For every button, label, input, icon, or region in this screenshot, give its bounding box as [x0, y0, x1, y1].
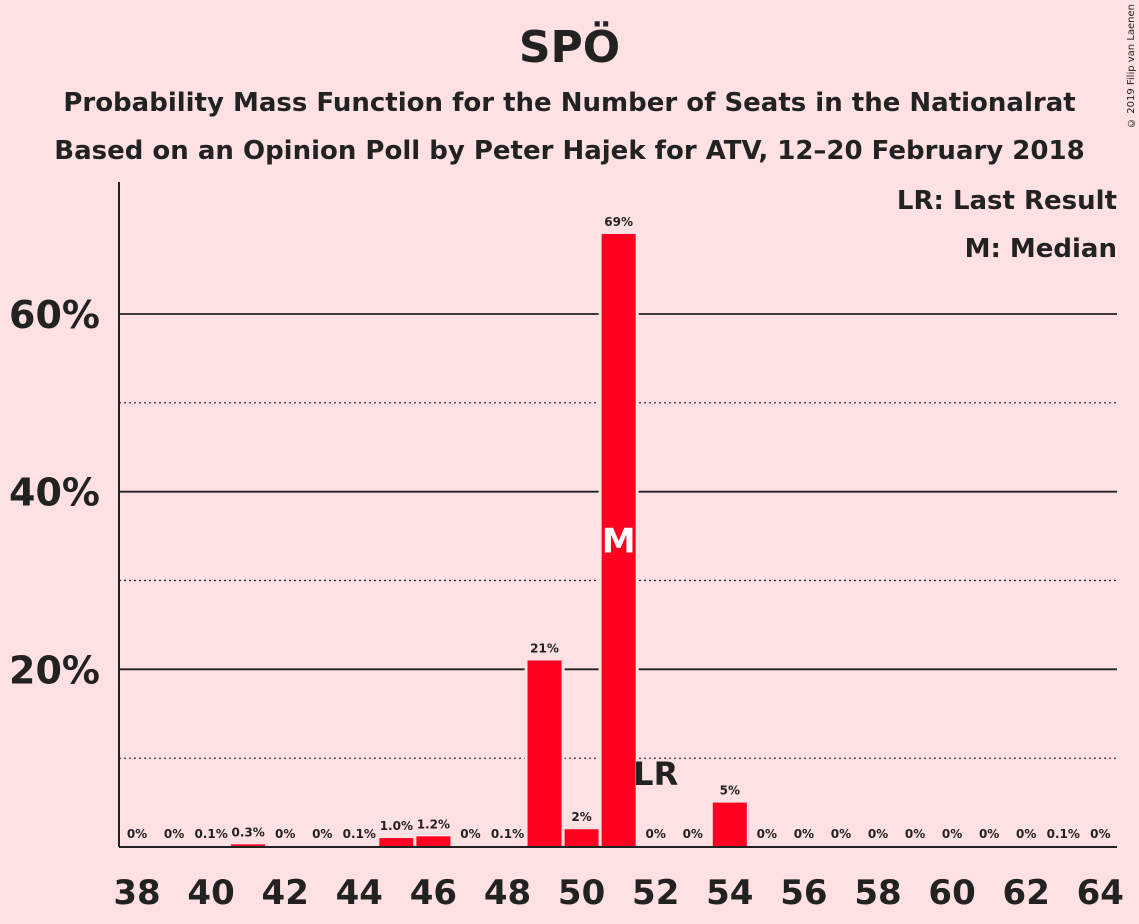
bar-label-53: 0% [683, 827, 703, 841]
x-tick-label: 58 [854, 873, 901, 913]
bar-label-39: 0% [164, 827, 184, 841]
bar-label-46: 1.2% [417, 817, 450, 831]
bar-label-59: 0% [905, 827, 925, 841]
bars [191, 231, 1084, 848]
bar-label-48: 0.1% [491, 827, 524, 841]
bar-label-55: 0% [757, 827, 777, 841]
bar-label-56: 0% [794, 827, 814, 841]
axis-ticks: 38 40 42 44 46 48 50 52 54 56 58 60 62 64 20% 40% 60% [9, 293, 1124, 913]
x-tick-label: 62 [1003, 873, 1050, 913]
bar-label-52: 0% [646, 827, 666, 841]
chart-subtitle-poll: Based on an Opinion Poll by Peter Hajek … [54, 136, 1085, 166]
bar-label-63: 0.1% [1047, 827, 1080, 841]
bar-51 [601, 234, 636, 848]
x-tick-label: 54 [706, 873, 753, 913]
chart-subtitle: Probability Mass Function for the Number… [63, 88, 1076, 118]
y-tick-label: 20% [9, 648, 100, 692]
x-tick-label: 50 [558, 873, 605, 913]
x-tick-label: 52 [632, 873, 679, 913]
bar-label-60: 0% [942, 827, 962, 841]
last-result-marker: LR [633, 755, 678, 793]
bar-gap [339, 843, 380, 847]
bar-46 [416, 836, 451, 847]
x-tick-label: 44 [336, 873, 383, 913]
bar-gap [1043, 843, 1084, 847]
bar-label-44: 0.1% [343, 827, 376, 841]
bar-label-51: 69% [604, 215, 633, 229]
bar-label-45: 1.0% [380, 819, 413, 833]
bar-label-42: 0% [275, 827, 295, 841]
y-tick-label: 40% [9, 471, 100, 515]
bar-label-38: 0% [127, 827, 147, 841]
legend-last-result: LR: Last Result [897, 186, 1117, 216]
x-tick-label: 60 [928, 873, 975, 913]
bar-label-43: 0% [312, 827, 332, 841]
bar-label-41: 0.3% [232, 825, 265, 839]
bar-label-62: 0% [1016, 827, 1036, 841]
bar-label-64: 0% [1090, 827, 1110, 841]
bar-49 [527, 660, 562, 847]
bar-gap [228, 841, 269, 847]
bar-45 [379, 838, 414, 847]
x-tick-label: 38 [113, 873, 160, 913]
chart-title: SPÖ [518, 22, 621, 73]
x-tick-label: 48 [484, 873, 531, 913]
bar-50 [564, 829, 599, 847]
legend-median: M: Median [965, 234, 1117, 264]
x-tick-label: 40 [187, 873, 234, 913]
bar-label-61: 0% [979, 827, 999, 841]
bar-label-40: 0.1% [194, 827, 227, 841]
bar-41 [231, 844, 266, 847]
bar-gap [487, 843, 528, 847]
bar-gap [191, 843, 232, 847]
bar-label-58: 0% [868, 827, 888, 841]
x-tick-label: 46 [410, 873, 457, 913]
x-tick-label: 56 [780, 873, 827, 913]
bar-value-labels: 0% 0% 0.1% 0.3% 0% 0% 0.1% 1.0% 1.2% 0% 0.1% 21% 2% 6… [127, 215, 1111, 841]
y-tick-label: 60% [9, 293, 100, 337]
bar-label-49: 21% [530, 641, 559, 655]
axes [118, 182, 1117, 848]
median-marker: M [602, 522, 636, 562]
x-tick-label: 42 [262, 873, 309, 913]
bar-label-50: 2% [571, 810, 591, 824]
bar-label-54: 5% [720, 784, 740, 798]
bar-label-47: 0% [460, 827, 480, 841]
bar-label-57: 0% [831, 827, 851, 841]
bar-54 [712, 802, 747, 847]
x-tick-label: 64 [1077, 873, 1124, 913]
